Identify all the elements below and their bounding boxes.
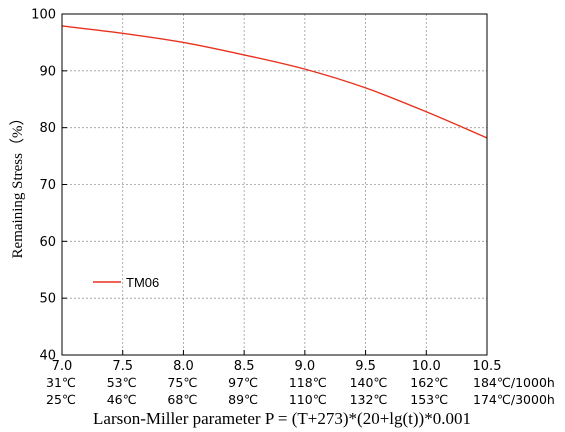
y-tick-label: 60 xyxy=(39,235,56,250)
legend-label-tm06: TM06 xyxy=(126,275,159,290)
x-temperature-label: 118℃ xyxy=(289,375,327,390)
x-temperature-label: 132℃ xyxy=(350,392,388,407)
x-temperature-label: 174℃/3000h xyxy=(473,392,555,407)
y-axis-title: Remaining Stress（%） xyxy=(9,111,26,259)
y-tick-label: 40 xyxy=(39,349,56,364)
series-line-tm06 xyxy=(61,25,488,139)
x-temperature-label: 110℃ xyxy=(289,392,327,407)
legend: TM06 xyxy=(93,275,159,290)
y-tick-label: 100 xyxy=(31,8,56,23)
y-tick-label: 80 xyxy=(39,121,56,136)
x-temperature-label: 68℃ xyxy=(167,392,197,407)
x-temperature-label: 46℃ xyxy=(107,392,137,407)
series-layer xyxy=(61,25,488,139)
x-temperature-label: 184℃/1000h xyxy=(473,375,555,390)
x-temperature-label: 89℃ xyxy=(228,392,258,407)
x-temperature-label: 97℃ xyxy=(228,375,258,390)
x-tick-label: 7.5 xyxy=(112,359,133,374)
x-axis-title: Larson-Miller parameter P = (T+273)*(20+… xyxy=(93,409,471,428)
x-tick-label: 9.0 xyxy=(295,359,316,374)
grid xyxy=(62,14,487,355)
x-tick-label: 8.0 xyxy=(173,359,194,374)
x-temperature-label: 53℃ xyxy=(107,375,137,390)
tick-labels: 40 50 60 70 80 90 100 7.031℃ 25℃ 7.553℃ 46℃ 8.075℃ 6… xyxy=(31,8,555,408)
x-temperature-label: 140℃ xyxy=(350,375,388,390)
ticks xyxy=(61,13,488,356)
x-temperature-label: 25℃ xyxy=(46,392,76,407)
x-tick-label: 7.0 xyxy=(52,359,73,374)
x-temperature-label: 153℃ xyxy=(410,392,448,407)
y-tick-label: 90 xyxy=(39,64,56,79)
x-tick-label: 10.0 xyxy=(412,359,441,374)
x-temperature-label: 75℃ xyxy=(167,375,197,390)
x-temperature-label: 162℃ xyxy=(410,375,448,390)
x-tick-label: 8.5 xyxy=(234,359,255,374)
x-tick-label: 9.5 xyxy=(355,359,376,374)
x-tick-label: 10.5 xyxy=(473,359,502,374)
x-temperature-label: 31℃ xyxy=(46,375,76,390)
y-tick-label: 50 xyxy=(39,292,56,307)
y-tick-label: 70 xyxy=(39,178,56,193)
